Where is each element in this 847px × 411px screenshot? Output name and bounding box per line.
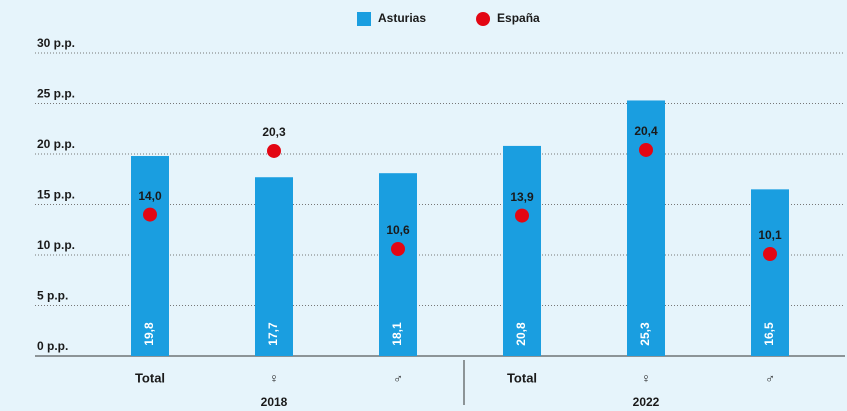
bar-value-label: 20,8: [514, 322, 528, 346]
bar-value-label: 16,5: [762, 322, 776, 346]
group-label: 2018: [261, 395, 288, 409]
dot: [515, 208, 529, 223]
dot-value-label: 13,9: [510, 190, 534, 204]
dot-value-label: 10,1: [758, 228, 782, 242]
legend-swatch: [476, 12, 491, 26]
dot: [763, 246, 777, 261]
bar-value-label: 17,7: [266, 322, 280, 346]
x-tick-label: Total: [135, 370, 165, 385]
legend-label: Asturias: [378, 11, 426, 25]
bar-value-label: 19,8: [142, 322, 156, 346]
bar: [627, 100, 665, 356]
y-tick-label: 10 p.p.: [37, 238, 75, 252]
bar: [503, 145, 541, 356]
bar: [751, 189, 789, 356]
legend-swatch: [357, 12, 371, 26]
x-tick-label: ♀: [641, 370, 651, 385]
y-tick-label: 30 p.p.: [37, 36, 75, 50]
dot-value-label: 10,6: [386, 223, 410, 237]
x-tick-label: ♂: [393, 370, 403, 385]
y-tick-label: 15 p.p.: [37, 188, 75, 202]
x-tick-label: ♂: [765, 370, 775, 385]
dot-value-label: 14,0: [138, 189, 162, 203]
dot: [391, 241, 405, 256]
dot: [267, 143, 281, 158]
bar: [255, 177, 293, 356]
dot-value-label: 20,4: [634, 124, 658, 138]
dot: [639, 142, 653, 157]
bar-value-label: 18,1: [390, 322, 404, 346]
x-tick-label: ♀: [269, 370, 279, 385]
x-tick-label: Total: [507, 370, 537, 385]
y-tick-label: 0 p.p.: [37, 339, 68, 353]
bar-value-label: 25,3: [638, 322, 652, 346]
bar: [379, 173, 417, 356]
y-tick-label: 20 p.p.: [37, 137, 75, 151]
dot: [143, 207, 157, 222]
y-tick-label: 25 p.p.: [37, 87, 75, 101]
dot-value-label: 20,3: [262, 125, 286, 139]
y-tick-label: 5 p.p.: [37, 289, 68, 303]
group-label: 2022: [633, 395, 660, 409]
legend-label: España: [497, 11, 540, 25]
bar: [131, 156, 169, 356]
